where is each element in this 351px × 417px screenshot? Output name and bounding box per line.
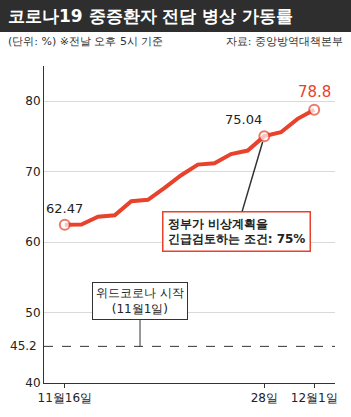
html-text:코로나19 중증환자 전담 병상 가동률: 코로나19 중증환자 전담 병상 가동률 [8,6,294,26]
svg-text:위드코로나 시작(11월1일): 위드코로나 시작(11월1일) [96,286,184,316]
svg-text:78.8: 78.8 [298,83,331,101]
svg-text:11월16일: 11월16일 [38,391,93,405]
svg-text:정부가 비상계획을긴급검토하는 조건: 75%: 정부가 비상계획을긴급검토하는 조건: 75% [168,217,306,247]
svg-text:28일: 28일 [251,391,278,405]
svg-text:50: 50 [25,306,40,320]
html-text:(단위: %) ※전날 오후 5시 기준: (단위: %) ※전날 오후 5시 기준 [8,35,164,48]
svg-text:45.2: 45.2 [10,339,37,353]
svg-text:60: 60 [25,235,40,249]
svg-text:75.04: 75.04 [225,112,262,127]
svg-text:12월1일: 12월1일 [291,391,338,405]
html-text:자료: 중앙방역대책본부: 자료: 중앙방역대책본부 [225,35,343,48]
svg-text:40: 40 [25,376,40,390]
svg-text:80: 80 [25,94,40,108]
svg-text:70: 70 [25,165,40,179]
svg-text:62.47: 62.47 [46,201,83,216]
